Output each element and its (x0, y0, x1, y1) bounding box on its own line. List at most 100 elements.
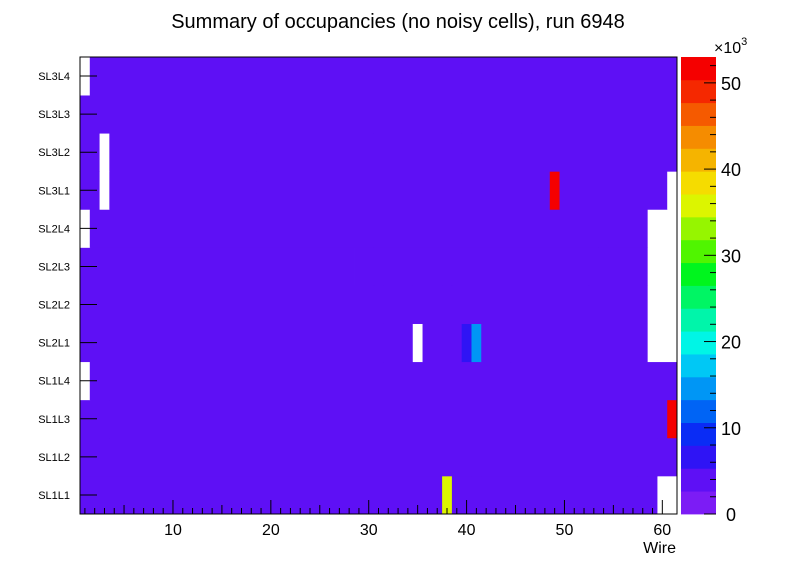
heatmap-cell (442, 475, 453, 515)
color-scale-swatch (681, 239, 716, 264)
color-scale-multiplier: ×103 (714, 36, 747, 57)
x-axis-label: Wire (643, 540, 676, 557)
heatmap-cell (383, 57, 404, 96)
z-tick-label: 30 (721, 246, 741, 266)
color-scale-swatch (681, 376, 716, 401)
heatmap-cell (99, 133, 110, 172)
color-scale-swatch (681, 468, 716, 492)
z-tick-label: 40 (721, 160, 741, 180)
heatmap-cell (109, 399, 658, 439)
heatmap-cell (256, 95, 375, 134)
heatmap-cell (383, 323, 414, 363)
y-tick-label: SL3L1 (38, 185, 70, 197)
heatmap-cell (109, 437, 658, 477)
x-tick-label: 40 (458, 522, 476, 539)
x-tick-label: 10 (164, 522, 182, 539)
heatmap-cell (637, 475, 658, 515)
heatmap-cell (89, 361, 678, 401)
color-scale-swatch (681, 171, 716, 195)
heatmap-cell (471, 323, 482, 363)
z-tick-label: 10 (721, 419, 741, 439)
color-scale-axis: 0 10 20 30 40 50 (704, 65, 741, 525)
color-scale-swatch (681, 445, 716, 469)
heatmap-cell (109, 171, 237, 210)
y-tick-label: SL1L4 (38, 376, 70, 388)
y-tick-label: SL3L4 (38, 71, 70, 83)
heatmap-cell (549, 133, 678, 172)
heatmap-cell (667, 399, 678, 439)
heatmap-cell (588, 247, 649, 286)
x-axis: 10 20 30 40 50 60 (84, 500, 671, 539)
heatmap-cell (657, 475, 678, 515)
heatmap-cell (236, 171, 551, 210)
color-scale-swatch (681, 331, 716, 355)
color-scale-swatch (681, 491, 716, 515)
heatmap-cell (598, 209, 649, 248)
heatmap-cell (647, 247, 678, 286)
heatmap-cell (549, 171, 560, 210)
heatmap-cells (80, 57, 678, 515)
heatmap-cell (354, 247, 375, 286)
heatmap-cell (373, 95, 463, 134)
y-tick-label: SL3L2 (38, 147, 70, 159)
heatmap-cell (481, 475, 639, 515)
heatmap-cell (647, 323, 678, 363)
heatmap-cell (275, 57, 296, 96)
heatmap-cell (510, 323, 649, 363)
y-tick-label: SL2L4 (38, 223, 70, 235)
z-tick-label: 50 (721, 74, 741, 94)
y-tick-label: SL3L3 (38, 109, 70, 121)
z-tick-label: 0 (726, 505, 736, 525)
color-scale-swatch (681, 285, 716, 309)
color-scale (681, 57, 716, 515)
heatmap-cell (80, 247, 355, 286)
heatmap-cell (647, 285, 678, 324)
heatmap-cell (451, 247, 590, 286)
color-scale-multiplier-power: 3 (741, 36, 747, 48)
color-scale-swatch (681, 422, 716, 446)
heatmap-cell (295, 57, 326, 96)
color-scale-swatch (681, 57, 716, 81)
color-scale-multiplier-base: ×10 (714, 40, 741, 57)
heatmap-cell (461, 323, 472, 363)
color-scale-swatch (681, 194, 716, 218)
heatmap-cell (657, 437, 678, 477)
heatmap-cell (99, 171, 110, 210)
x-tick-label: 50 (556, 522, 574, 539)
color-scale-swatch (681, 216, 716, 241)
heatmap-cell (373, 209, 600, 248)
color-scale-swatch (681, 262, 716, 286)
heatmap-cell (324, 57, 384, 96)
y-tick-label: SL1L3 (38, 414, 70, 426)
y-tick-label: SL1L1 (38, 490, 70, 502)
heatmap-cell (89, 57, 277, 96)
color-scale-swatch (681, 399, 716, 423)
color-scale-swatch (681, 102, 716, 126)
color-scale-swatch (681, 79, 716, 104)
heatmap-cell (80, 95, 257, 134)
x-tick-label: 30 (360, 522, 378, 539)
heatmap-cell (373, 247, 453, 286)
color-scale-swatch (681, 148, 716, 172)
heatmap-cell (471, 475, 482, 515)
z-tick-label: 20 (721, 333, 741, 353)
heatmap-cell (422, 323, 463, 363)
heatmap-cell (461, 95, 678, 134)
color-scale-swatch (681, 125, 716, 149)
heatmap-cell (647, 209, 678, 248)
heatmap-cell (442, 57, 453, 96)
heatmap-cell (657, 399, 668, 439)
y-tick-label: SL2L1 (38, 338, 70, 350)
heatmap-cell (256, 133, 551, 172)
chart-title: Summary of occupancies (no noisy cells),… (171, 11, 625, 33)
heatmap-cell (481, 323, 512, 363)
x-tick-label: 60 (653, 522, 671, 539)
heatmap-cell (109, 133, 257, 172)
color-scale-swatch (681, 354, 716, 378)
heatmap-cell (402, 57, 443, 96)
heatmap-cell (559, 171, 668, 210)
heatmap-cell (89, 209, 375, 248)
y-tick-label: SL1L2 (38, 452, 70, 464)
heatmap-cell (80, 323, 384, 363)
